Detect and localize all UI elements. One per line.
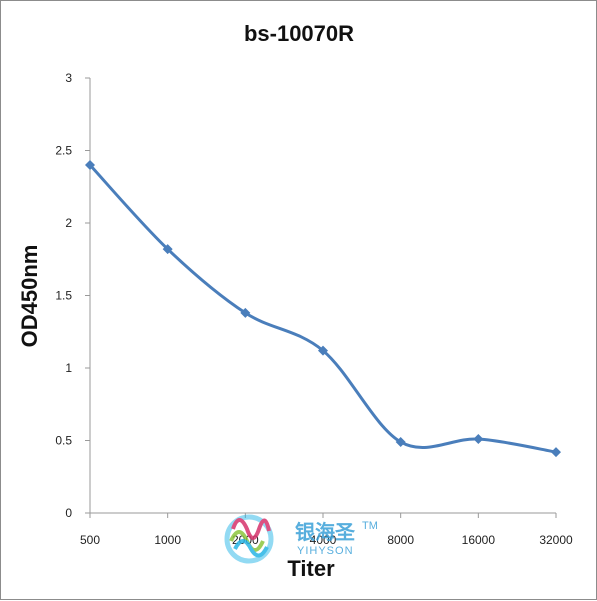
data-point-16000: [473, 434, 484, 445]
y-tick-label: 2.5: [55, 144, 72, 158]
data-point-1000: [162, 244, 173, 255]
y-tick-label: 0: [65, 506, 72, 520]
data-point-8000: [395, 436, 406, 447]
series-line: [88, 163, 557, 454]
x-axis: 500 1000 2000 4000 8000 16000 32000: [80, 512, 573, 547]
y-tick-label: 0.5: [55, 434, 72, 448]
y-tick-label: 2: [65, 216, 72, 230]
x-tick-label: 1000: [154, 533, 181, 547]
y-tick-label: 1: [65, 361, 72, 375]
data-point-4000: [318, 345, 328, 356]
x-tick-label: 8000: [387, 533, 414, 547]
series-layer: [85, 160, 561, 458]
y-tick-label: 3: [65, 71, 72, 85]
y-tick-label: 1.5: [55, 289, 72, 303]
brand-cn: 银海圣: [295, 520, 356, 544]
x-axis-title: Titer: [287, 556, 335, 581]
brand-tm: TM: [362, 520, 378, 532]
x-tick-label: 32000: [539, 533, 573, 547]
x-tick-label: 16000: [462, 533, 496, 547]
data-point-2000: [240, 307, 251, 318]
x-tick-label: 4000: [310, 533, 337, 547]
x-tick-label: 500: [80, 533, 100, 547]
yihyson-logo-icon: [224, 514, 274, 564]
chart-title: bs-10070R: [244, 21, 354, 46]
yihyson-watermark: 银海圣 TM YIHYSON: [224, 514, 378, 564]
data-point-500: [85, 160, 95, 170]
y-axis-title: OD450nm: [17, 245, 42, 348]
y-axis: 0 0.5 1 1.5 2 2.5 3: [55, 71, 91, 520]
data-point-32000: [551, 447, 561, 458]
brand-en: YIHYSON: [297, 545, 354, 557]
